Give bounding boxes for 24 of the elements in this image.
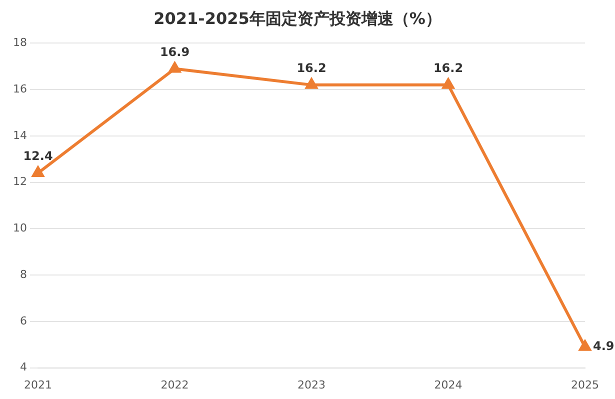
x-tick-label: 2025 (571, 378, 599, 392)
point (579, 340, 591, 351)
point (442, 78, 454, 89)
y-tick-label: 6 (20, 314, 27, 328)
y-tick-label: 16 (12, 82, 27, 96)
y-tick-label: 18 (12, 36, 27, 50)
y-tick-label: 14 (12, 128, 27, 142)
point (168, 62, 181, 73)
point (32, 166, 44, 178)
y-tick-label: 10 (12, 222, 27, 235)
point (306, 78, 318, 89)
data-label: 16.2 (296, 61, 326, 76)
x-tick-label: 2021 (24, 378, 52, 392)
y-tick-label: 12 (12, 175, 27, 188)
x-tick-label: 2022 (160, 378, 189, 392)
chart-title: 2021-2025年固定资产投资增速（%） (154, 8, 442, 28)
data-label: 12.4 (23, 149, 53, 164)
data-label: 4.9 (593, 339, 614, 354)
y-tick-label: 8 (20, 268, 27, 281)
x-tick-label: 2023 (298, 378, 326, 392)
y-tick-label: 4 (20, 360, 27, 374)
data-label: 16.9 (160, 44, 190, 59)
x-tick-label: 2024 (434, 378, 462, 392)
data-label: 16.2 (433, 61, 464, 76)
